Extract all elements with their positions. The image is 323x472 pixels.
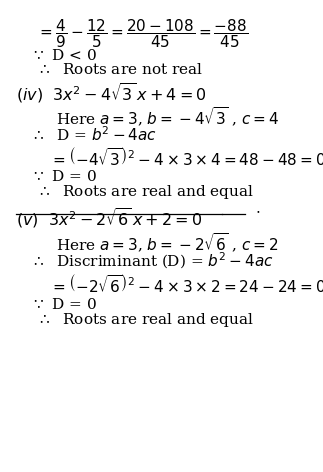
Text: $\therefore$  D = $b^2 - 4ac$: $\therefore$ D = $b^2 - 4ac$ [31, 125, 157, 143]
Text: $= \left(-4\sqrt{3}\right)^2 - 4 \times 3 \times 4 = 48 - 48 = 0$: $= \left(-4\sqrt{3}\right)^2 - 4 \times … [50, 147, 323, 169]
Text: $\therefore$  Roots are real and equal: $\therefore$ Roots are real and equal [37, 311, 255, 329]
Text: $\therefore$  Discriminant (D) = $b^2 - 4ac$: $\therefore$ Discriminant (D) = $b^2 - 4… [31, 251, 274, 271]
Text: $\therefore$  Roots are real and equal: $\therefore$ Roots are real and equal [37, 183, 255, 201]
Text: Here $a = 3$, $b = -2\sqrt{6}$ , $c = 2$: Here $a = 3$, $b = -2\sqrt{6}$ , $c = 2$ [56, 231, 278, 255]
Text: $(iv)$  $3x^2 - 4\sqrt{3}\, x + 4 = 0$: $(iv)$ $3x^2 - 4\sqrt{3}\, x + 4 = 0$ [16, 82, 206, 105]
Text: $\because$ D < 0: $\because$ D < 0 [31, 48, 97, 63]
Text: $\because$ D = 0: $\because$ D = 0 [31, 297, 97, 312]
Text: Here $a = 3$, $b = -4\sqrt{3}$ , $c = 4$: Here $a = 3$, $b = -4\sqrt{3}$ , $c = 4$ [56, 106, 279, 129]
Text: $\therefore$  Roots are not real: $\therefore$ Roots are not real [37, 62, 203, 77]
Text: $(v)$  $3x^2 - 2\sqrt{6}\, x + 2 = 0$: $(v)$ $3x^2 - 2\sqrt{6}\, x + 2 = 0$ [16, 206, 202, 230]
Text: $\because$ D = 0: $\because$ D = 0 [31, 169, 97, 185]
Text: $\cdot$: $\cdot$ [255, 203, 260, 219]
Text: $= \dfrac{4}{9} - \dfrac{12}{5} = \dfrac{20-108}{45} = \dfrac{-88}{45}$: $= \dfrac{4}{9} - \dfrac{12}{5} = \dfrac… [37, 17, 249, 51]
Text: $= \left(-2\sqrt{6}\right)^2 - 4 \times 3 \times 2 = 24 - 24 = 0$: $= \left(-2\sqrt{6}\right)^2 - 4 \times … [50, 274, 323, 296]
